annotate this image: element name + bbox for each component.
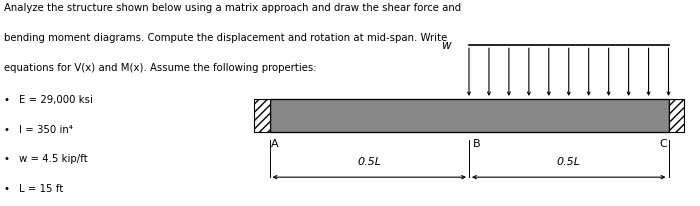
Text: •: • (4, 95, 10, 105)
Text: •: • (4, 125, 10, 135)
Text: •: • (4, 184, 10, 194)
Text: •: • (4, 154, 10, 165)
Text: bending moment diagrams. Compute the displacement and rotation at mid-span. Writ: bending moment diagrams. Compute the dis… (4, 33, 447, 43)
Text: 0.5L: 0.5L (556, 157, 581, 167)
Text: A: A (271, 139, 279, 149)
Text: E = 29,000 ksi: E = 29,000 ksi (19, 95, 93, 105)
Text: w = 4.5 kip/ft: w = 4.5 kip/ft (19, 154, 88, 165)
Text: I = 350 in⁴: I = 350 in⁴ (19, 125, 73, 135)
FancyBboxPatch shape (254, 99, 270, 132)
Text: equations for V(x) and M(x). Assume the following properties:: equations for V(x) and M(x). Assume the … (4, 63, 316, 73)
Text: w: w (442, 39, 452, 52)
Text: Analyze the structure shown below using a matrix approach and draw the shear for: Analyze the structure shown below using … (4, 3, 461, 13)
FancyBboxPatch shape (270, 99, 668, 132)
FancyBboxPatch shape (668, 99, 684, 132)
Text: L = 15 ft: L = 15 ft (19, 184, 63, 194)
Text: 0.5L: 0.5L (357, 157, 382, 167)
Text: B: B (473, 139, 480, 149)
Text: C: C (659, 139, 667, 149)
